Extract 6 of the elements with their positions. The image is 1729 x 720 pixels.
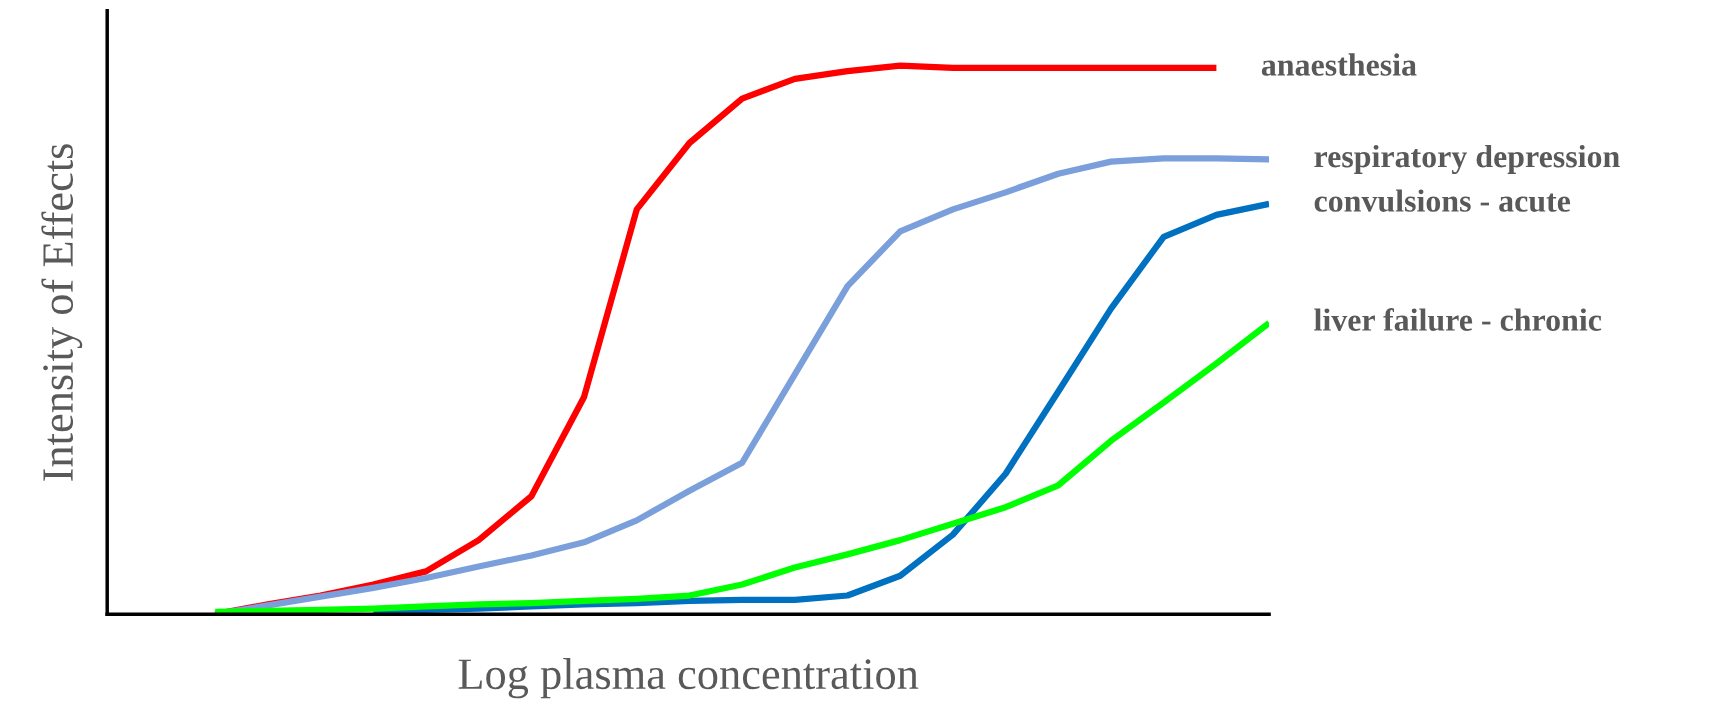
series-label: anaesthesia bbox=[1261, 53, 1417, 76]
series-label: liver failure - chronic bbox=[1314, 308, 1602, 331]
series-label: respiratory depression bbox=[1314, 144, 1620, 174]
y-axis-title: Intensity of Effects bbox=[41, 144, 83, 481]
series-label: convulsions - acute bbox=[1314, 189, 1571, 212]
x-axis-title: Log plasma concentration bbox=[458, 657, 919, 699]
